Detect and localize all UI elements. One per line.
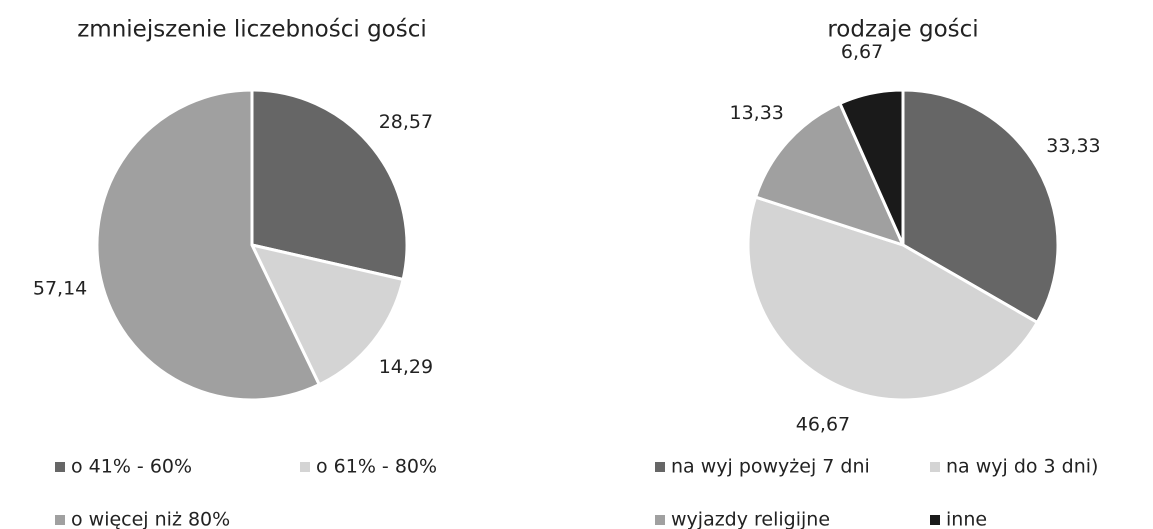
legend-label: wyjazdy religijne <box>671 509 830 529</box>
pie-slice <box>746 195 1040 402</box>
legend-label: inne <box>946 509 987 529</box>
legend-swatch <box>55 462 65 472</box>
legend-label: na wyj do 3 dni) <box>946 456 1098 478</box>
pie-slice <box>901 88 1060 325</box>
legend-label: na wyj powyżej 7 dni <box>671 456 870 478</box>
legend-swatch <box>930 515 940 525</box>
data-label: 14,29 <box>379 356 433 378</box>
data-label: 33,33 <box>1046 135 1100 157</box>
data-label: 46,67 <box>796 413 850 435</box>
pie-slice <box>753 101 906 248</box>
pie-slice <box>249 242 405 387</box>
pie-slice <box>250 88 409 282</box>
legend-swatch <box>300 462 310 472</box>
data-label: 28,57 <box>379 111 433 133</box>
chart-title: zmniejszenie liczebności gości <box>77 17 427 43</box>
legend-swatch <box>655 515 665 525</box>
legend-swatch <box>930 462 940 472</box>
legend-swatch <box>55 515 65 525</box>
legend-label: o 61% - 80% <box>316 456 437 478</box>
legend-label: o 41% - 60% <box>71 456 192 478</box>
pie-slice <box>837 88 905 246</box>
chart-title: rodzaje gości <box>827 17 978 43</box>
legend-label: o więcej niż 80% <box>71 509 230 529</box>
data-label: 57,14 <box>33 277 87 299</box>
data-label: 6,67 <box>841 41 883 63</box>
pie-slice <box>95 88 322 402</box>
data-label: 13,33 <box>729 102 783 124</box>
legend-swatch <box>655 462 665 472</box>
